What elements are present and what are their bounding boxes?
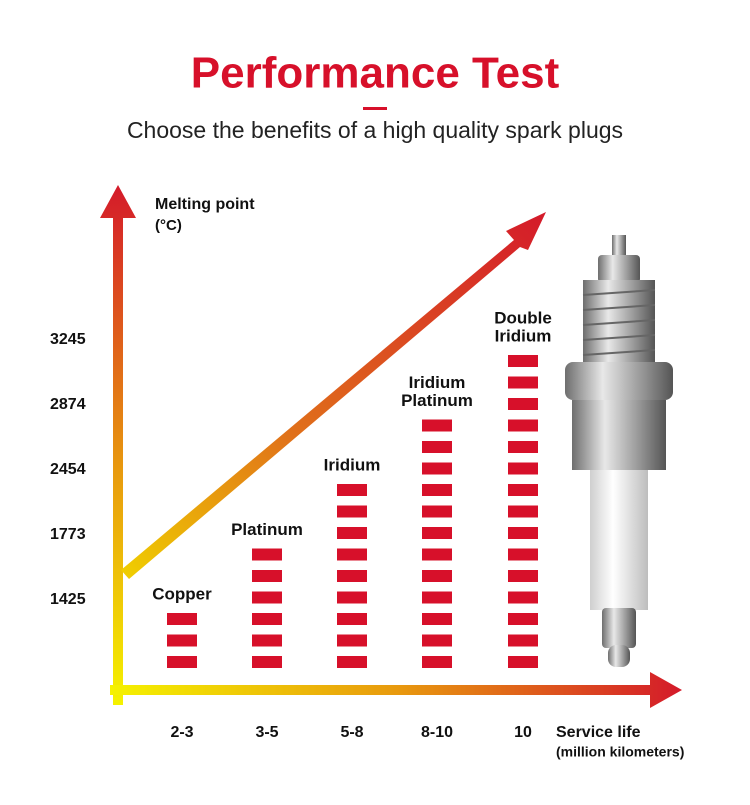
bar-dash bbox=[422, 505, 452, 518]
bar-dash bbox=[508, 527, 538, 539]
bar-dash bbox=[167, 634, 197, 647]
bar-dash bbox=[252, 613, 282, 625]
bar-dash bbox=[508, 484, 538, 496]
bar-dash bbox=[337, 548, 367, 561]
bar-dash bbox=[337, 656, 367, 668]
x-axis-arrow bbox=[110, 672, 682, 708]
subtitle: Choose the benefits of a high quality sp… bbox=[127, 117, 623, 143]
bar-label: Copper bbox=[152, 584, 212, 603]
bar-dash bbox=[337, 613, 367, 625]
trend-arrow bbox=[121, 212, 546, 579]
bar-dash bbox=[422, 462, 452, 475]
bar-dash bbox=[508, 398, 538, 410]
bar-dash bbox=[508, 548, 538, 561]
bar-dash bbox=[252, 634, 282, 647]
bar-dash bbox=[508, 355, 538, 367]
bar-dash bbox=[252, 548, 282, 561]
bar-dash bbox=[422, 548, 452, 561]
y-tick-label: 1425 bbox=[50, 591, 86, 608]
bar-dash bbox=[337, 505, 367, 518]
bar-dash bbox=[422, 656, 452, 668]
bar-dash bbox=[422, 484, 452, 496]
bar-label: Iridium bbox=[409, 373, 466, 392]
bar-dash bbox=[508, 441, 538, 453]
bar-dash bbox=[337, 527, 367, 539]
bar bbox=[422, 419, 452, 668]
bar-label: Platinum bbox=[401, 391, 473, 410]
bar-dash bbox=[422, 527, 452, 539]
bar bbox=[167, 613, 197, 668]
x-tick-label: 8-10 bbox=[421, 724, 453, 741]
bar-dash bbox=[508, 613, 538, 625]
x-tick-label: 10 bbox=[514, 724, 532, 741]
title: Performance Test bbox=[191, 49, 560, 98]
title-rule bbox=[363, 107, 387, 110]
bar bbox=[337, 484, 367, 668]
y-axis-arrow bbox=[100, 185, 136, 705]
bar-dash bbox=[422, 419, 452, 432]
x-axis-label: Service life bbox=[556, 724, 641, 741]
bar-dash bbox=[252, 656, 282, 668]
y-tick-label: 2874 bbox=[50, 396, 86, 413]
spark-plug bbox=[565, 235, 673, 667]
y-axis-unit: (°C) bbox=[155, 217, 182, 234]
bar-dash bbox=[337, 484, 367, 496]
bar-dash bbox=[252, 591, 282, 604]
bar bbox=[508, 355, 538, 668]
bar-dash bbox=[508, 376, 538, 389]
bar-dash bbox=[337, 591, 367, 604]
bar-label: Iridium bbox=[324, 455, 381, 474]
y-tick-label: 1773 bbox=[50, 526, 86, 543]
x-axis-unit: (million kilometers) bbox=[556, 744, 684, 760]
x-tick-label: 5-8 bbox=[340, 724, 363, 741]
bar-dash bbox=[422, 591, 452, 604]
bar-dash bbox=[422, 570, 452, 582]
bar-dash bbox=[337, 634, 367, 647]
bar-dash bbox=[167, 656, 197, 668]
bar-dash bbox=[508, 462, 538, 475]
bar-dash bbox=[337, 570, 367, 582]
bar-dash bbox=[167, 613, 197, 625]
bar-dash bbox=[508, 591, 538, 604]
bar-dash bbox=[252, 570, 282, 582]
bar-dash bbox=[422, 441, 452, 453]
bar-dash bbox=[508, 570, 538, 582]
x-tick-label: 3-5 bbox=[255, 724, 278, 741]
bar-label: Double bbox=[494, 308, 552, 327]
bar-dash bbox=[508, 634, 538, 647]
bar-dash bbox=[508, 505, 538, 518]
y-axis-label: Melting point bbox=[155, 196, 255, 213]
y-tick-label: 3245 bbox=[50, 331, 86, 348]
bar bbox=[252, 548, 282, 668]
bar-dash bbox=[508, 419, 538, 432]
y-tick-label: 2454 bbox=[50, 461, 86, 478]
bar-label: Platinum bbox=[231, 520, 303, 539]
bar-dash bbox=[422, 634, 452, 647]
x-tick-label: 2-3 bbox=[170, 724, 193, 741]
bar-label: Iridium bbox=[495, 326, 552, 345]
bar-dash bbox=[422, 613, 452, 625]
bar-dash bbox=[508, 656, 538, 668]
